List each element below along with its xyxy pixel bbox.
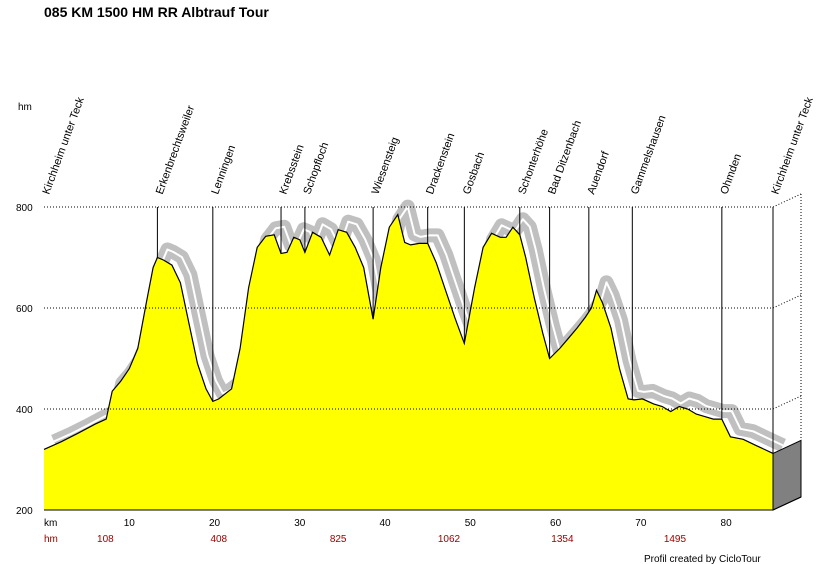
place-label: Erkenbrechtsweiler bbox=[154, 104, 197, 196]
hm-row-value: 1354 bbox=[551, 534, 574, 545]
y-tick-label: 200 bbox=[16, 506, 33, 517]
credit-text: Profil created by CicloTour bbox=[644, 554, 761, 564]
x-tick-label: 30 bbox=[294, 518, 306, 529]
x-tick-label: 40 bbox=[379, 518, 391, 529]
elevation-area bbox=[43, 207, 774, 511]
hm-row-label: hm bbox=[44, 534, 58, 545]
hm-row-value: 1495 bbox=[664, 534, 687, 545]
place-label: Gosbach bbox=[461, 151, 487, 196]
y-tick-label: 800 bbox=[16, 203, 33, 214]
place-label: Bad Ditzenbach bbox=[546, 119, 584, 196]
y-tick-label: 600 bbox=[16, 304, 33, 315]
elevation-fill bbox=[44, 214, 773, 510]
x-tick-label: 20 bbox=[209, 518, 221, 529]
terrain-shadow-highlight bbox=[53, 205, 784, 447]
place-label: Gammelshausen bbox=[629, 114, 669, 196]
axis-ticks: 200 400 600 800 km 10 20 30 40 50 60 70 80 hm 108 408 82… bbox=[16, 203, 732, 545]
grid-depth-line bbox=[772, 193, 802, 208]
hm-row-value: 825 bbox=[330, 534, 347, 545]
grid-depth-line bbox=[772, 294, 802, 309]
place-label: Lenningen bbox=[209, 144, 238, 196]
y-axis-label: hm bbox=[18, 102, 32, 113]
chart-title: 085 KM 1500 HM RR Albtrauf Tour bbox=[44, 4, 269, 20]
elevation-line bbox=[43, 213, 774, 454]
grid-lines bbox=[44, 193, 802, 410]
place-label: Wiesensteig bbox=[370, 136, 402, 196]
place-label: Schonterhöhe bbox=[516, 128, 551, 196]
x-tick-label: 50 bbox=[465, 518, 477, 529]
hm-row-value: 1062 bbox=[438, 534, 461, 545]
place-label: Kirchheim unter Teck bbox=[41, 95, 88, 196]
x-tick-label: 80 bbox=[721, 518, 733, 529]
place-label: Ohmden bbox=[718, 152, 744, 196]
x-tick-label: 10 bbox=[124, 518, 136, 529]
grid-depth-line bbox=[772, 395, 802, 410]
place-label: Kirchheim unter Teck bbox=[770, 95, 817, 196]
x-tick-label: 60 bbox=[550, 518, 562, 529]
x-tick-label: 70 bbox=[635, 518, 647, 529]
place-label: Auendorf bbox=[585, 149, 612, 196]
hm-row-value: 408 bbox=[210, 534, 227, 545]
box-side-face bbox=[772, 439, 802, 511]
terrain-shadow bbox=[51, 199, 786, 452]
y-tick-label: 400 bbox=[16, 405, 33, 416]
x-axis-label: km bbox=[44, 518, 57, 529]
place-label: Drackenstein bbox=[424, 132, 457, 196]
hm-row-value: 108 bbox=[97, 534, 114, 545]
box-bottom-edge bbox=[772, 496, 802, 511]
perspective-box bbox=[772, 194, 802, 511]
